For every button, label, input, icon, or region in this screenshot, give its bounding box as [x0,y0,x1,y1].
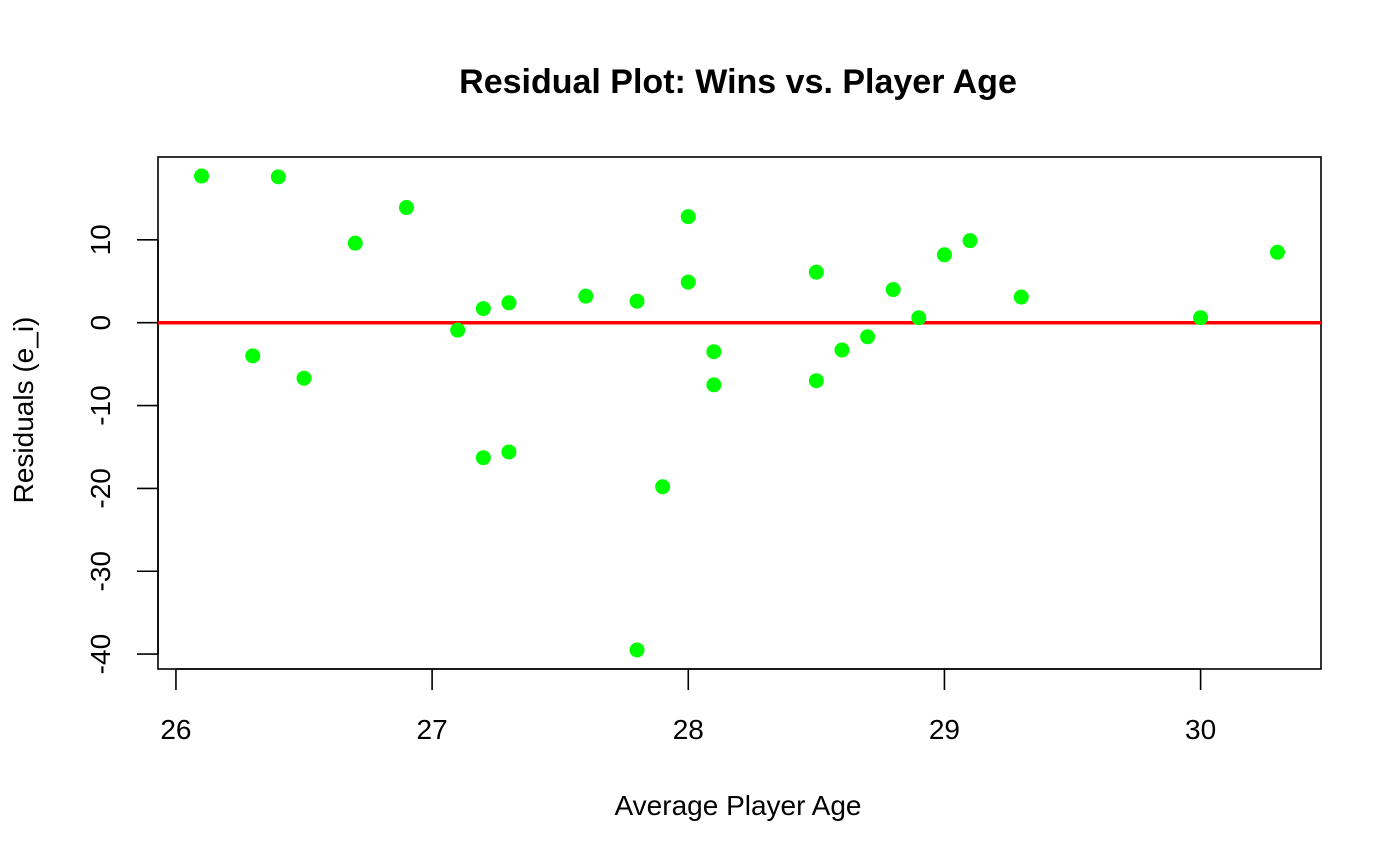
y-axis-label: Residuals (e_i) [8,317,39,504]
x-tick-label: 28 [673,714,704,745]
data-point [629,293,645,309]
data-point [347,235,363,251]
data-point [936,247,952,263]
data-point [962,233,978,249]
y-tick-label: 10 [85,224,116,255]
data-point [655,479,671,495]
data-point [296,370,312,386]
data-point [680,274,696,290]
y-tick-label: -20 [85,468,116,508]
data-point [860,329,876,345]
data-point [475,450,491,466]
x-axis: 26 27 28 29 30 [160,668,1216,745]
y-tick-label: -40 [85,634,116,674]
data-point [808,373,824,389]
data-point [1193,310,1209,326]
y-tick-label: -30 [85,551,116,591]
data-point [194,168,210,184]
data-point [885,282,901,298]
x-tick-label: 30 [1185,714,1216,745]
plot-frame [157,156,1322,670]
x-tick-label: 26 [160,714,191,745]
x-axis-label: Average Player Age [615,790,862,821]
data-point [834,342,850,358]
data-point [706,377,722,393]
data-point [501,295,517,311]
data-point [450,322,466,338]
data-point [629,642,645,658]
data-points [194,168,1285,658]
data-point [501,444,517,460]
y-tick-label: -10 [85,385,116,425]
y-axis: -40 -30 -20 -10 0 10 [85,224,159,674]
x-tick-label: 29 [929,714,960,745]
data-point [578,288,594,304]
data-point [680,209,696,225]
data-point [808,264,824,280]
data-point [911,310,927,326]
data-point [270,169,286,185]
data-point [245,348,261,364]
data-point [475,301,491,317]
x-tick-label: 27 [417,714,448,745]
chart-title: Residual Plot: Wins vs. Player Age [459,63,1017,101]
data-point [1269,244,1285,260]
data-point [1013,289,1029,305]
data-point [398,200,414,216]
y-tick-label: 0 [85,315,116,331]
data-point [706,344,722,360]
